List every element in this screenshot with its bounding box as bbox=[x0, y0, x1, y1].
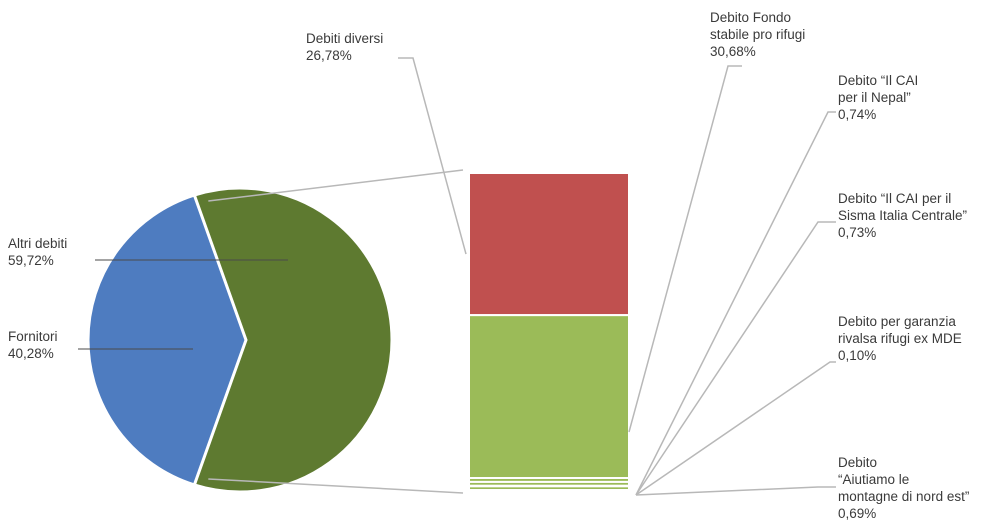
bar-label-line: Debito per garanzia bbox=[838, 314, 956, 329]
pie-label-value: 59,72% bbox=[8, 253, 54, 268]
leader-line bbox=[635, 111, 836, 496]
bar-segment bbox=[468, 314, 630, 480]
bar-label-value: 0,10% bbox=[838, 348, 876, 363]
bar-label-line: Debito bbox=[838, 455, 877, 470]
bar-label-line: Debiti diversi bbox=[306, 31, 383, 46]
leader-line bbox=[635, 486, 836, 496]
bar-label-line: rivalsa rifugi ex MDE bbox=[838, 331, 962, 346]
bar-segment bbox=[468, 485, 630, 491]
leader-line bbox=[635, 361, 836, 496]
leader-line bbox=[628, 65, 742, 433]
pie-slice bbox=[86, 193, 248, 487]
connector-line bbox=[208, 478, 464, 494]
bar-label-line: Debito “Il CAI bbox=[838, 73, 918, 88]
pie-slice bbox=[192, 186, 394, 494]
bar-label-line: Sisma Italia Centrale” bbox=[838, 208, 967, 223]
bar-label-line: per il Nepal” bbox=[838, 90, 911, 105]
bar-label-value: 0,69% bbox=[838, 506, 876, 521]
bar-label-value: 26,78% bbox=[306, 48, 352, 63]
bar-label-line: stabile pro rifugi bbox=[710, 27, 805, 42]
leader-line bbox=[398, 57, 467, 255]
bar-segment bbox=[468, 172, 630, 317]
pie-label-line: Fornitori bbox=[8, 329, 58, 344]
bar-label-line: “Aiutiamo le bbox=[838, 472, 909, 487]
bar-label-line: Debito “Il CAI per il bbox=[838, 191, 951, 206]
pie-label-line: Altri debiti bbox=[8, 236, 67, 251]
bar-label-value: 30,68% bbox=[710, 44, 756, 59]
bar-label-line: Debito Fondo bbox=[710, 10, 791, 25]
leader-line bbox=[635, 221, 836, 496]
connector-line bbox=[208, 169, 464, 202]
bar-label-value: 0,73% bbox=[838, 225, 876, 240]
bar-label-line: montagne di nord est” bbox=[838, 489, 969, 504]
pie-label-value: 40,28% bbox=[8, 346, 54, 361]
bar-label-value: 0,74% bbox=[838, 107, 876, 122]
